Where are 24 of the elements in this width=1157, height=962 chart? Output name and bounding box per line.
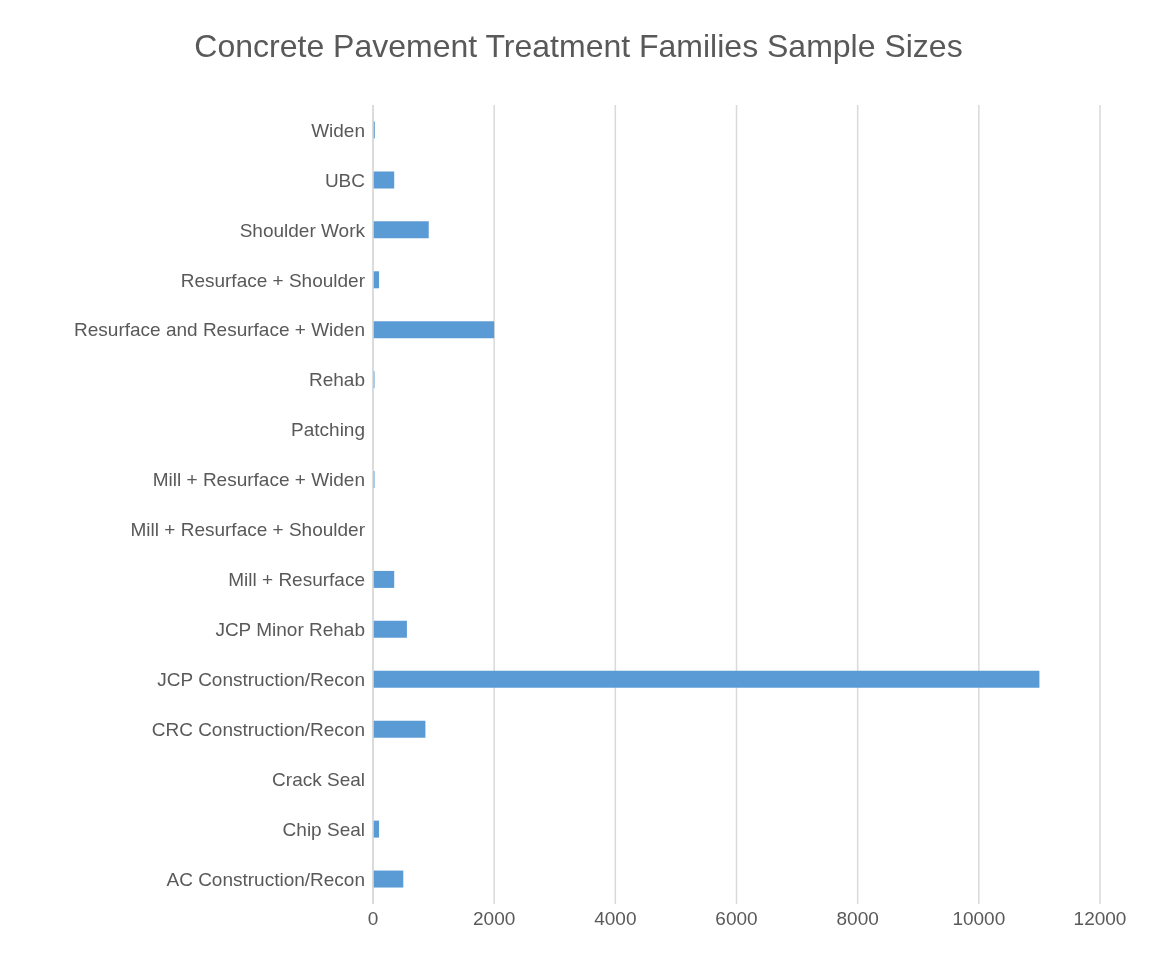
y-tick-label: Mill + Resurface + Shoulder [130,519,366,541]
x-tick-label: 6000 [715,908,758,930]
y-tick-label: Resurface + Shoulder [180,269,366,291]
y-tick-label: Mill + Resurface [228,569,365,591]
y-tick-label: Shoulder Work [239,219,366,241]
y-tick-label: JCP Minor Rehab [215,619,365,641]
x-tick-label: 2000 [473,908,516,930]
x-tick-label: 12000 [1073,908,1127,930]
y-tick-label: UBC [324,169,365,191]
y-tick-label: Mill + Resurface + Widen [152,469,365,491]
y-tick-label: Resurface and Resurface + Widen [74,319,365,341]
x-tick-label: 4000 [594,908,637,930]
y-tick-label: Patching [291,419,365,441]
y-tick-label: CRC Construction/Recon [151,718,365,740]
y-tick-label: AC Construction/Recon [166,868,365,890]
y-tick-label: Crack Seal [272,768,365,790]
y-tick-label: Rehab [309,369,365,391]
y-tick-label: JCP Construction/Recon [157,669,365,691]
y-tick-label: Widen [311,119,365,141]
chart-title: Concrete Pavement Treatment Families Sample Sizes [193,28,964,65]
x-tick-label: 8000 [836,908,879,930]
x-tick-label: 10000 [952,908,1006,930]
y-tick-label: Chip Seal [282,818,365,840]
x-tick-label: 0 [367,908,379,930]
